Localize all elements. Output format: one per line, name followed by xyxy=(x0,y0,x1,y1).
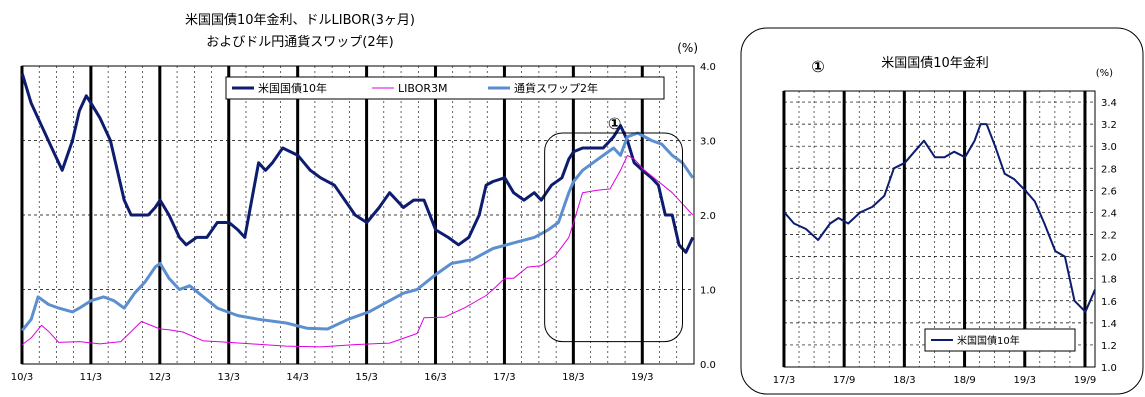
y-tick-label: 1.2 xyxy=(1101,341,1117,352)
x-tick-label: 16/3 xyxy=(424,372,446,383)
y-tick-label: 2.8 xyxy=(1101,164,1117,175)
zoom-region-box xyxy=(544,132,683,343)
x-tick-label: 13/3 xyxy=(218,372,240,383)
x-tick-label: 19/3 xyxy=(631,372,653,383)
main-legend: 米国国債10年 LIBOR3M 通貨スワップ2年 xyxy=(225,76,665,100)
detail-chart-unit: (%) xyxy=(1096,68,1113,79)
main-chart-title-line1: 米国国債10年金利、ドルLIBOR(3ヶ月) xyxy=(185,12,415,28)
legend-label: 通貨スワップ2年 xyxy=(514,81,598,95)
detail-legend: 米国国債10年 xyxy=(924,328,1076,352)
x-tick-label: 17/3 xyxy=(493,372,515,383)
detail-chart-title: 米国国債10年金利 xyxy=(881,55,989,71)
x-tick-label: 18/9 xyxy=(953,375,975,386)
main-chart-unit: (%) xyxy=(677,41,698,55)
detail-chart: ① 米国国債10年金利 (%) 1.0 1.2 1.4 1.6 1.8 2.0 2.2 2.4… xyxy=(740,27,1144,395)
y-tick-label: 4.0 xyxy=(700,62,716,73)
y-tick-label: 1.6 xyxy=(1101,297,1117,308)
main-chart-title-line2: およびドル円通貨スワップ(2年) xyxy=(206,34,393,50)
y-tick-label: 2.6 xyxy=(1101,186,1117,197)
y-tick-label: 3.2 xyxy=(1101,120,1117,131)
main-chart: 米国国債10年金利、ドルLIBOR(3ヶ月) およびドル円通貨スワップ(2年) … xyxy=(11,12,716,383)
detail-plot-area: 1.0 1.2 1.4 1.6 1.8 2.0 2.2 2.4 2.6 2.8 3.0 3.2 3.4 1… xyxy=(773,90,1117,386)
legend-box xyxy=(924,328,1076,352)
legend-box xyxy=(225,76,665,100)
y-tick-label: 1.4 xyxy=(1101,319,1117,330)
x-tick-label: 12/3 xyxy=(149,372,171,383)
x-tick-label: 15/3 xyxy=(355,372,377,383)
x-tick-label: 10/3 xyxy=(11,372,33,383)
detail-frame xyxy=(740,27,1144,395)
legend-label: LIBOR3M xyxy=(398,82,448,95)
x-tick-label: 11/3 xyxy=(80,372,102,383)
y-tick-label: 2.2 xyxy=(1101,231,1117,242)
series-line-1 xyxy=(21,154,694,348)
detail-annotation-marker: ① xyxy=(811,57,825,76)
y-tick-label: 1.0 xyxy=(1101,363,1117,374)
x-tick-label: 17/3 xyxy=(773,375,795,386)
x-tick-label: 19/3 xyxy=(1014,375,1036,386)
main-plot-area: 0.0 1.0 2.0 3.0 4.0 10/3 11/3 12/3 13/3 14/3 15/3 1… xyxy=(11,62,716,383)
y-tick-label: 3.0 xyxy=(700,137,716,148)
series-line-0 xyxy=(783,123,1096,313)
x-tick-label: 14/3 xyxy=(286,372,308,383)
x-tick-label: 18/3 xyxy=(562,372,584,383)
x-tick-label: 17/9 xyxy=(833,375,855,386)
y-tick-label: 0.0 xyxy=(700,360,716,371)
x-tick-label: 19/9 xyxy=(1074,375,1096,386)
y-tick-label: 1.0 xyxy=(700,286,716,297)
y-tick-label: 1.8 xyxy=(1101,275,1117,286)
y-tick-label: 3.4 xyxy=(1101,98,1117,109)
zoom-region-marker: ① xyxy=(608,114,622,133)
y-tick-label: 2.4 xyxy=(1101,208,1117,219)
y-tick-label: 2.0 xyxy=(1101,253,1117,264)
legend-label: 米国国債10年 xyxy=(258,81,327,95)
series-line-0 xyxy=(20,72,695,254)
y-tick-label: 2.0 xyxy=(700,211,716,222)
series-line-2 xyxy=(21,131,695,332)
plot-frame xyxy=(21,65,695,365)
plot-frame xyxy=(783,90,1096,368)
legend-label: 米国国債10年 xyxy=(957,334,1020,347)
x-tick-label: 18/3 xyxy=(893,375,915,386)
y-tick-label: 3.0 xyxy=(1101,142,1117,153)
